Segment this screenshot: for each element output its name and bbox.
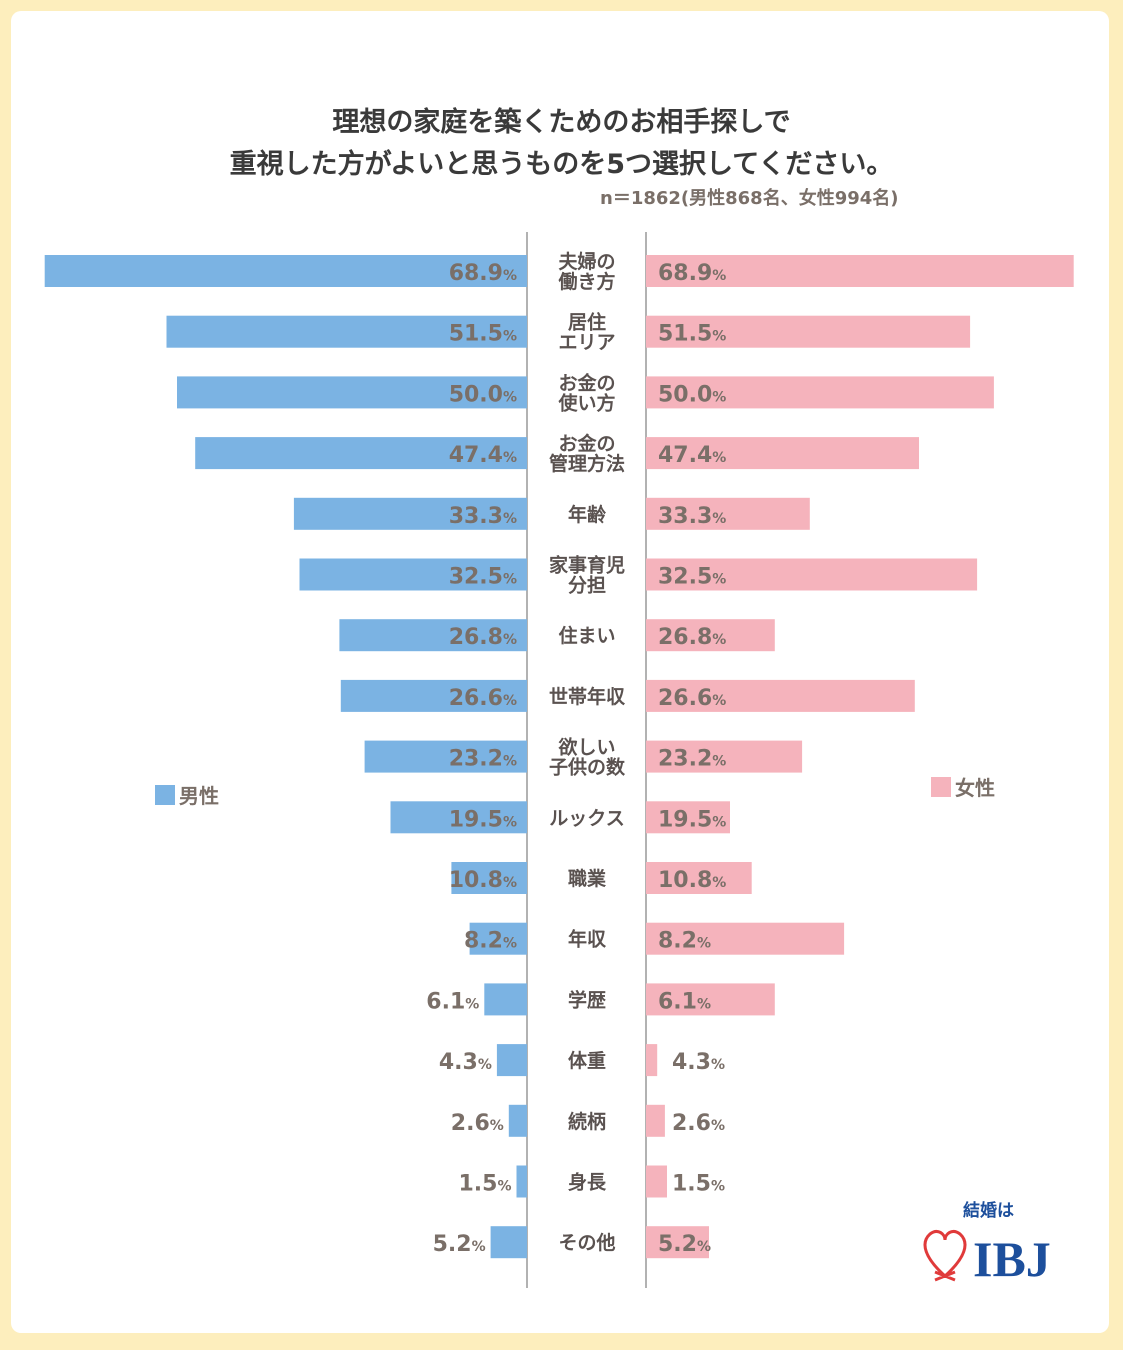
bar-male: [44, 255, 527, 287]
bar-male: [508, 1104, 527, 1137]
bar-male: [484, 983, 527, 1016]
bar-male: [451, 862, 527, 894]
data-label-female: 6.1%: [658, 989, 711, 1014]
bar-female: [646, 497, 810, 530]
data-label-male: 33.3%: [449, 504, 517, 529]
svg-text:IBJ: IBJ: [973, 1231, 1051, 1287]
legend-label-male: 男性: [179, 784, 219, 808]
category-label: 世帯年収: [549, 685, 626, 708]
chart-title-line2: 重視した方がよいと思うものを5つ選択してください。: [229, 149, 894, 180]
data-label-female: 19.5%: [658, 807, 726, 832]
data-label-female: 26.6%: [658, 686, 726, 711]
legend-label-female: 女性: [955, 776, 995, 800]
bar-female: [646, 558, 978, 591]
bar-female: [646, 983, 775, 1016]
bar-female: [646, 1226, 709, 1259]
category-label: 家事育児分担: [549, 554, 625, 597]
legend-male: 男性: [155, 780, 219, 809]
data-label-female: 33.3%: [658, 504, 726, 529]
bar-male: [299, 558, 527, 591]
data-label-male: 2.6%: [451, 1111, 504, 1136]
data-label-female: 26.8%: [658, 625, 726, 650]
legend-swatch-male: [155, 784, 175, 805]
data-label-female: 2.6%: [672, 1111, 725, 1136]
data-label-male: 6.1%: [426, 989, 479, 1014]
bar-female: [646, 255, 1074, 287]
data-label-male: 32.5%: [449, 565, 517, 590]
bar-female: [646, 1104, 665, 1137]
sample-size: n＝1862(男性868名、女性994名): [600, 188, 899, 209]
data-label-female: 5.2%: [658, 1232, 711, 1257]
bar-female: [646, 619, 775, 652]
category-label: 身長: [568, 1171, 607, 1194]
legend-female: 女性: [931, 772, 995, 801]
chart-title-line1: 理想の家庭を築くためのお相手探しで: [332, 107, 791, 138]
bar-female: [646, 315, 971, 348]
data-label-female: 32.5%: [658, 565, 726, 590]
category-label: お金の管理方法: [549, 432, 625, 475]
data-label-female: 10.8%: [658, 868, 726, 893]
bar-male: [390, 801, 527, 834]
category-label: 学歴: [568, 988, 606, 1011]
data-label-male: 47.4%: [449, 443, 517, 468]
data-label-female: 1.5%: [672, 1172, 725, 1197]
data-label-male: 26.6%: [449, 686, 517, 711]
category-label: 夫婦の働き方: [557, 250, 615, 293]
category-label: 居住エリア: [558, 311, 615, 354]
bar-female: [646, 922, 845, 955]
data-label-female: 23.2%: [658, 747, 726, 772]
bar-male: [364, 740, 527, 773]
data-label-female: 51.5%: [658, 322, 726, 347]
data-label-male: 51.5%: [449, 322, 517, 347]
bar-male: [516, 1165, 527, 1198]
bar-female: [646, 437, 919, 470]
category-label: 体重: [568, 1049, 606, 1072]
bar-female: [646, 740, 803, 773]
category-label: 年収: [568, 928, 607, 951]
data-label-male: 5.2%: [433, 1232, 486, 1257]
data-label-male: 1.5%: [458, 1172, 511, 1197]
data-label-female: 8.2%: [658, 929, 711, 954]
category-label: 年齢: [568, 503, 607, 526]
data-label-female: 4.3%: [672, 1050, 725, 1075]
bar-male: [293, 497, 527, 530]
data-label-male: 50.0%: [449, 382, 517, 407]
bar-male: [166, 315, 527, 348]
category-label: その他: [558, 1231, 615, 1254]
data-label-male: 23.2%: [449, 747, 517, 772]
category-label: ルックス: [549, 807, 624, 829]
bar-male: [340, 679, 527, 712]
bar-male: [177, 376, 527, 409]
bar-female: [646, 1165, 667, 1198]
data-label-female: 50.0%: [658, 382, 726, 407]
category-label: 住まい: [558, 624, 615, 647]
data-label-male: 68.9%: [449, 261, 517, 286]
category-label: 欲しい子供の数: [549, 736, 626, 779]
bar-female: [646, 801, 730, 834]
bar-female: [646, 862, 752, 894]
category-label: お金の使い方: [557, 371, 615, 414]
data-label-male: 26.8%: [449, 625, 517, 650]
bar-female: [646, 1044, 658, 1077]
data-label-male: 4.3%: [439, 1050, 492, 1075]
bar-female: [646, 376, 994, 409]
data-label-female: 68.9%: [658, 261, 726, 286]
data-label-male: 19.5%: [449, 807, 517, 832]
data-label-female: 47.4%: [658, 443, 726, 468]
legend-swatch-female: [931, 776, 951, 797]
bar-male: [490, 1226, 527, 1259]
bar-male: [339, 619, 527, 652]
bar-male: [469, 922, 527, 955]
category-label: 職業: [568, 867, 607, 890]
card: [11, 11, 1109, 1333]
svg-text:結婚は: 結婚は: [963, 1200, 1014, 1221]
bar-female: [646, 679, 915, 712]
ibj-logo: 結婚は IBJ: [920, 1198, 1070, 1297]
data-label-male: 10.8%: [449, 868, 517, 893]
category-label: 続柄: [568, 1110, 606, 1133]
bar-male: [195, 437, 527, 470]
bar-male: [496, 1044, 527, 1077]
data-label-male: 8.2%: [464, 929, 517, 954]
